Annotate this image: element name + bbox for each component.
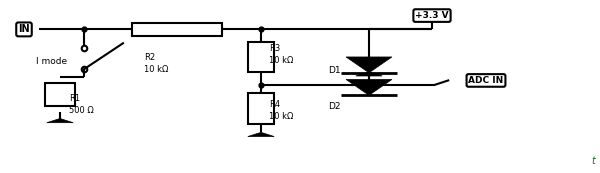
Polygon shape: [248, 132, 274, 136]
Text: IN: IN: [18, 24, 30, 34]
Polygon shape: [47, 119, 73, 123]
Text: t: t: [592, 156, 595, 166]
Polygon shape: [346, 57, 392, 73]
Text: I mode: I mode: [36, 57, 67, 66]
Text: R2
10 kΩ: R2 10 kΩ: [144, 53, 169, 74]
Text: R3
10 kΩ: R3 10 kΩ: [269, 44, 293, 65]
Text: ADC IN: ADC IN: [469, 76, 503, 85]
FancyBboxPatch shape: [248, 93, 274, 124]
Text: D2: D2: [328, 102, 341, 111]
FancyBboxPatch shape: [132, 23, 222, 36]
Text: R4
10 kΩ: R4 10 kΩ: [269, 100, 293, 121]
Text: D1: D1: [328, 66, 341, 75]
Polygon shape: [346, 79, 392, 95]
Text: R1
500 Ω: R1 500 Ω: [69, 94, 94, 115]
Text: +3.3 V: +3.3 V: [415, 11, 449, 20]
FancyBboxPatch shape: [248, 42, 274, 72]
Polygon shape: [356, 72, 382, 76]
FancyBboxPatch shape: [45, 83, 75, 106]
